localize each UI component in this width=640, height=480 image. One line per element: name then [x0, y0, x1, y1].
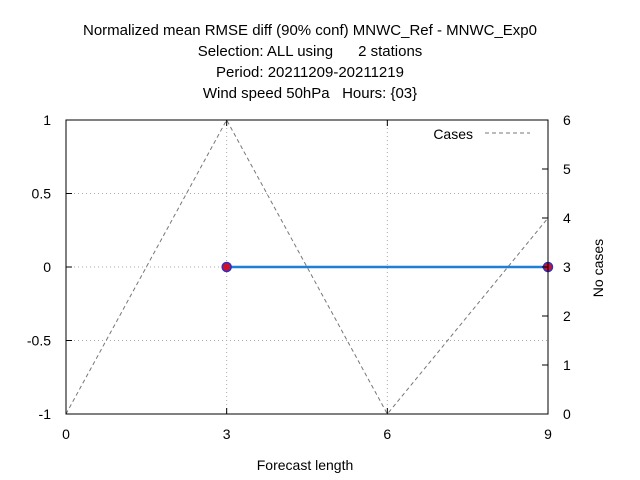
- y-tick-label: 0.5: [32, 186, 52, 202]
- y2-tick-label: 2: [563, 308, 571, 324]
- y2-tick-label: 4: [563, 210, 571, 226]
- x-tick-label: 0: [62, 426, 70, 442]
- y-tick-label: 0: [43, 259, 51, 275]
- y2-tick-label: 0: [563, 406, 571, 422]
- y-tick-label: -1: [39, 406, 52, 422]
- title-line: Period: 20211209-20211219: [216, 64, 404, 81]
- y2-tick-label: 6: [563, 112, 571, 128]
- legend-label-cases: Cases: [433, 126, 473, 142]
- title-line: Normalized mean RMSE diff (90% conf) MNW…: [83, 22, 537, 39]
- chart-title: Normalized mean RMSE diff (90% conf) MNW…: [83, 22, 537, 102]
- x-axis: 0 3 6 9: [62, 120, 552, 442]
- x-tick-label: 3: [223, 426, 231, 442]
- legend: Cases: [433, 126, 530, 142]
- y2-tick-label: 1: [563, 357, 571, 373]
- y2-axis-label: No cases: [590, 239, 606, 297]
- x-tick-label: 6: [383, 426, 391, 442]
- rmse-point: [221, 261, 232, 273]
- y2-axis: 0 1 2 3 4 5 6: [542, 112, 571, 422]
- x-axis-label: Forecast length: [257, 457, 354, 473]
- y2-tick-label: 5: [563, 161, 571, 177]
- y-tick-label: -0.5: [27, 333, 51, 349]
- y-tick-label: 1: [43, 112, 51, 128]
- title-line: Wind speed 50hPa Hours: {03}: [203, 85, 417, 102]
- y2-tick-label: 3: [563, 259, 571, 275]
- rmse-series: [221, 261, 554, 273]
- y-axis: -1 -0.5 0 0.5 1: [27, 112, 72, 422]
- x-tick-label: 9: [544, 426, 552, 442]
- title-line: Selection: ALL using 2 stations: [198, 43, 423, 60]
